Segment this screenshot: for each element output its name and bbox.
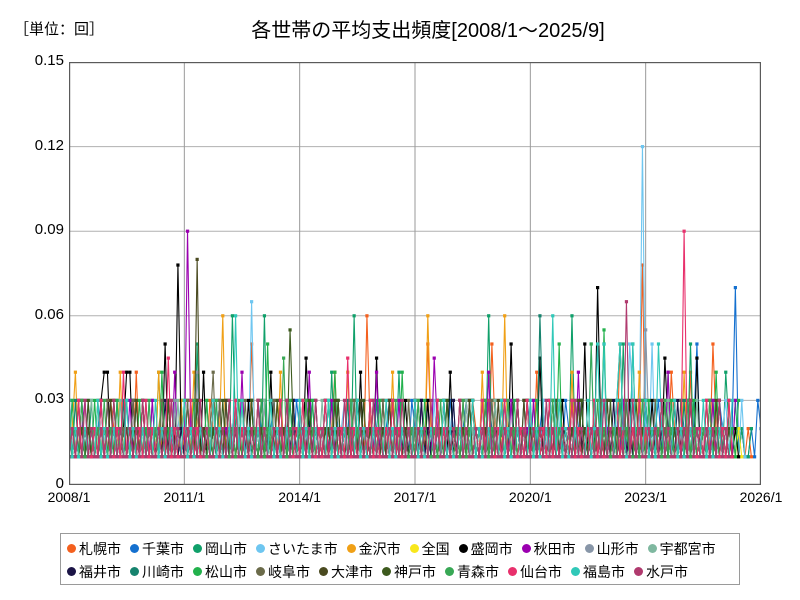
legend-item-盛岡市[interactable]: 盛岡市 [458, 540, 513, 557]
legend-item-青森市[interactable]: 青森市 [445, 565, 499, 579]
series-19 [69, 300, 731, 459]
page-title: 各世帯の平均支出頻度[2008/1～2025/9] [251, 20, 605, 42]
legend-swatch-icon [584, 544, 594, 553]
x-tick-label: 2023/1 [624, 489, 668, 505]
legend-swatch-icon [445, 567, 454, 576]
y-tick-label: 0.15 [34, 52, 64, 69]
legend-label: 福井市 [79, 563, 121, 580]
plot-area [69, 62, 761, 485]
legend-label: 秋田市 [533, 540, 576, 557]
legend-label: 宇都宮市 [659, 540, 716, 557]
legend-item-千葉市[interactable]: 千葉市 [130, 542, 184, 556]
legend-label: 全国 [421, 540, 450, 557]
unit-label: ［単位：回］ [14, 21, 105, 38]
legend-item-岡山市[interactable]: 岡山市 [193, 542, 247, 556]
legend-swatch-icon [130, 544, 139, 553]
legend-label: 岐阜市 [268, 563, 310, 580]
y-tick-label: 0.12 [34, 136, 64, 154]
legend-item-岐阜市[interactable]: 岐阜市 [256, 565, 310, 579]
legend-label: 札幌市 [79, 540, 121, 557]
legend-label: 大津市 [331, 563, 373, 580]
legend-label: 千葉市 [142, 540, 184, 557]
legend-swatch-icon [382, 567, 391, 576]
legend-item-仙台市[interactable]: 仙台市 [508, 565, 562, 579]
x-tick-label: 2026/1 [739, 489, 783, 505]
legend-swatch-icon [130, 567, 139, 576]
chart-svg [69, 62, 761, 485]
legend-swatch-icon [193, 544, 202, 553]
chart-legend: 札幌市 千葉市 岡山市 さいたま市 金沢市 全国 盛岡市 秋田市 山形市 宇都宮市福井市 川崎市 松山… [60, 533, 740, 585]
legend-label: 山形市 [596, 540, 639, 557]
legend-label: さいたま市 [268, 540, 338, 557]
legend-label: 福島市 [583, 563, 625, 580]
legend-swatch-icon [67, 567, 76, 576]
legend-swatch-icon [647, 544, 657, 553]
legend-item-水戸市[interactable]: 水戸市 [634, 565, 688, 579]
x-tick-label: 2020/1 [508, 489, 552, 505]
legend-label: 川崎市 [142, 563, 184, 580]
y-tick-label: 0 [55, 475, 64, 492]
legend-item-山形市[interactable]: 山形市 [584, 540, 639, 557]
legend-swatch-icon [319, 567, 328, 576]
legend-item-さいたま市[interactable]: さいたま市 [256, 542, 338, 556]
legend-item-大津市[interactable]: 大津市 [319, 565, 373, 579]
legend-label: 金沢市 [358, 540, 401, 557]
legend-item-神戸市[interactable]: 神戸市 [382, 565, 436, 579]
y-tick-label: 0.06 [34, 305, 64, 323]
legend-label: 盛岡市 [470, 540, 513, 557]
x-tick-label: 2017/1 [393, 489, 437, 505]
legend-swatch-icon [571, 567, 580, 576]
legend-label: 青森市 [457, 563, 499, 580]
legend-row: 札幌市 千葉市 岡山市 さいたま市 金沢市 全国 盛岡市 秋田市 山形市 宇都宮市 [67, 537, 733, 560]
legend-swatch-icon [634, 567, 643, 576]
legend-swatch-icon [193, 567, 202, 576]
x-tick-label: 2011/1 [163, 489, 206, 505]
legend-item-福井市[interactable]: 福井市 [67, 565, 121, 579]
legend-label: 仙台市 [520, 563, 562, 580]
legend-label: 神戸市 [394, 563, 436, 580]
legend-row: 福井市 川崎市 松山市 岐阜市 大津市 神戸市 青森市 仙台市 福島市 水戸市 [67, 560, 733, 583]
x-tick-label: 2008/1 [47, 489, 91, 505]
legend-swatch-icon [458, 544, 468, 553]
x-tick-label: 2014/1 [278, 489, 322, 505]
y-tick-label: 0.09 [34, 221, 64, 239]
legend-swatch-icon [508, 567, 517, 576]
legend-swatch-icon [67, 544, 76, 553]
legend-swatch-icon [521, 544, 531, 553]
legend-item-福島市[interactable]: 福島市 [571, 565, 625, 579]
legend-item-川崎市[interactable]: 川崎市 [130, 565, 184, 579]
legend-item-全国[interactable]: 全国 [409, 540, 450, 557]
legend-item-宇都宮市[interactable]: 宇都宮市 [647, 540, 716, 557]
legend-item-松山市[interactable]: 松山市 [193, 565, 247, 579]
legend-swatch-icon [256, 567, 265, 576]
legend-label: 松山市 [205, 563, 247, 580]
legend-item-金沢市[interactable]: 金沢市 [346, 540, 401, 557]
legend-item-秋田市[interactable]: 秋田市 [521, 540, 576, 557]
y-tick-label: 0.03 [34, 390, 64, 408]
legend-label: 水戸市 [646, 563, 688, 580]
legend-item-札幌市[interactable]: 札幌市 [67, 542, 121, 556]
legend-swatch-icon [409, 544, 419, 553]
legend-label: 岡山市 [205, 540, 247, 557]
legend-swatch-icon [346, 544, 356, 553]
legend-swatch-icon [256, 544, 265, 553]
